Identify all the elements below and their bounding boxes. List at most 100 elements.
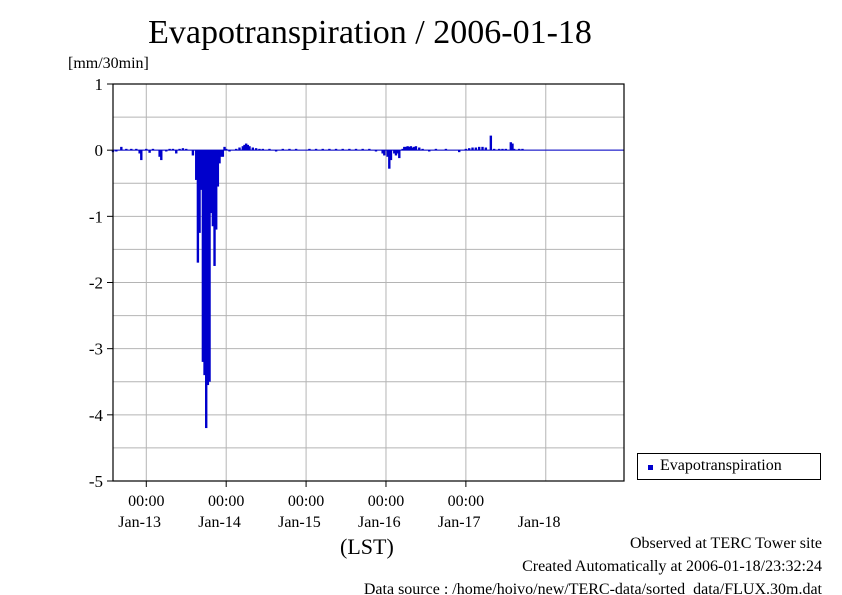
data-bar [175,150,178,154]
data-bar [120,146,123,151]
x-date-label: Jan-15 [278,514,321,531]
data-bar [178,148,181,151]
data-bar [214,150,218,230]
x-date-label: Jan-18 [518,514,561,531]
data-bar [203,150,206,376]
data-bar [205,150,208,429]
data-bar [389,150,393,161]
data-bar [294,148,298,151]
data-bar [158,150,161,157]
x-time-label: 00:00 [448,493,484,510]
data-bar [512,148,516,151]
data-bar [383,150,386,156]
data-bar [409,146,413,151]
data-bar [228,150,231,152]
data-bar [489,135,493,151]
data-bar [411,147,414,151]
data-bar [481,146,484,151]
data-bar [388,150,391,169]
data-bar [198,150,201,233]
data-bar [196,150,200,263]
data-bar [398,150,401,159]
data-bar [334,148,338,151]
data-bar [501,148,504,151]
data-bar [484,147,488,151]
x-time-label: 00:00 [208,493,244,510]
data-bar [211,150,215,227]
data-bar [234,148,238,151]
data-bar [474,147,478,151]
y-axis-unit: [mm/30min] [68,55,149,72]
data-bar [251,147,255,151]
data-bar [521,148,524,151]
data-bar [341,148,344,151]
data-bar [244,143,248,151]
data-bar [403,146,406,151]
data-bar [354,148,358,151]
x-date-label: Jan-17 [438,514,481,531]
y-tick-label: -2 [89,274,103,293]
legend-label: Evapotranspiration [660,457,782,474]
data-bar [314,148,318,151]
data-bar [408,146,411,151]
data-bar [125,148,128,151]
x-time-label: 00:00 [288,493,324,510]
data-bar [386,150,389,157]
data-bar [509,142,513,151]
data-bar [219,150,223,157]
data-bar [471,147,474,151]
data-bar [138,150,141,154]
x-date-label: Jan-14 [198,514,241,531]
data-bar [160,150,163,161]
data-bar [492,148,496,151]
data-bar [477,146,481,151]
x-time-label: 00:00 [128,493,164,510]
data-bar [413,146,416,151]
data-bar [145,148,148,151]
data-bar [254,148,258,151]
data-bar [361,148,364,151]
data-bar [348,148,351,151]
data-bar [321,148,324,151]
data-bar [418,147,421,151]
data-bar [274,150,278,152]
y-tick-label: -3 [89,340,103,359]
data-bar [241,146,245,151]
y-tick-label: -4 [89,406,104,425]
x-axis-label: (LST) [340,534,394,559]
footer-source: Data source : /home/hoivo/new/TERC-data/… [363,581,822,595]
data-bar [404,146,408,151]
data-bar [168,148,171,151]
data-bar [308,148,311,151]
data-bar [468,148,471,151]
data-bar [210,150,213,214]
data-bar [171,148,175,151]
data-bar [185,148,188,151]
data-bar [140,150,143,161]
data-bar [393,150,396,154]
data-bar [223,146,226,151]
data-bar [238,147,241,151]
data-bar [396,150,399,154]
data-bar [191,150,195,156]
data-bar [374,150,378,152]
data-bar [248,146,251,151]
data-bar [130,148,133,151]
data-bar [394,150,398,156]
data-bar [224,148,228,151]
data-bar [115,150,118,152]
data-bar [444,148,448,151]
data-bar [497,148,501,151]
data-bar [181,148,185,151]
data-bar [261,148,265,151]
chart-title: Evapotranspiration / 2006-01-18 [148,14,592,51]
data-bar [208,150,211,382]
data-bar [135,148,138,151]
data-bar [414,146,418,151]
data-bar [464,148,468,151]
data-bar [258,148,261,151]
y-tick-label: -5 [89,472,103,491]
data-bar [517,148,521,151]
data-bar [428,150,431,152]
